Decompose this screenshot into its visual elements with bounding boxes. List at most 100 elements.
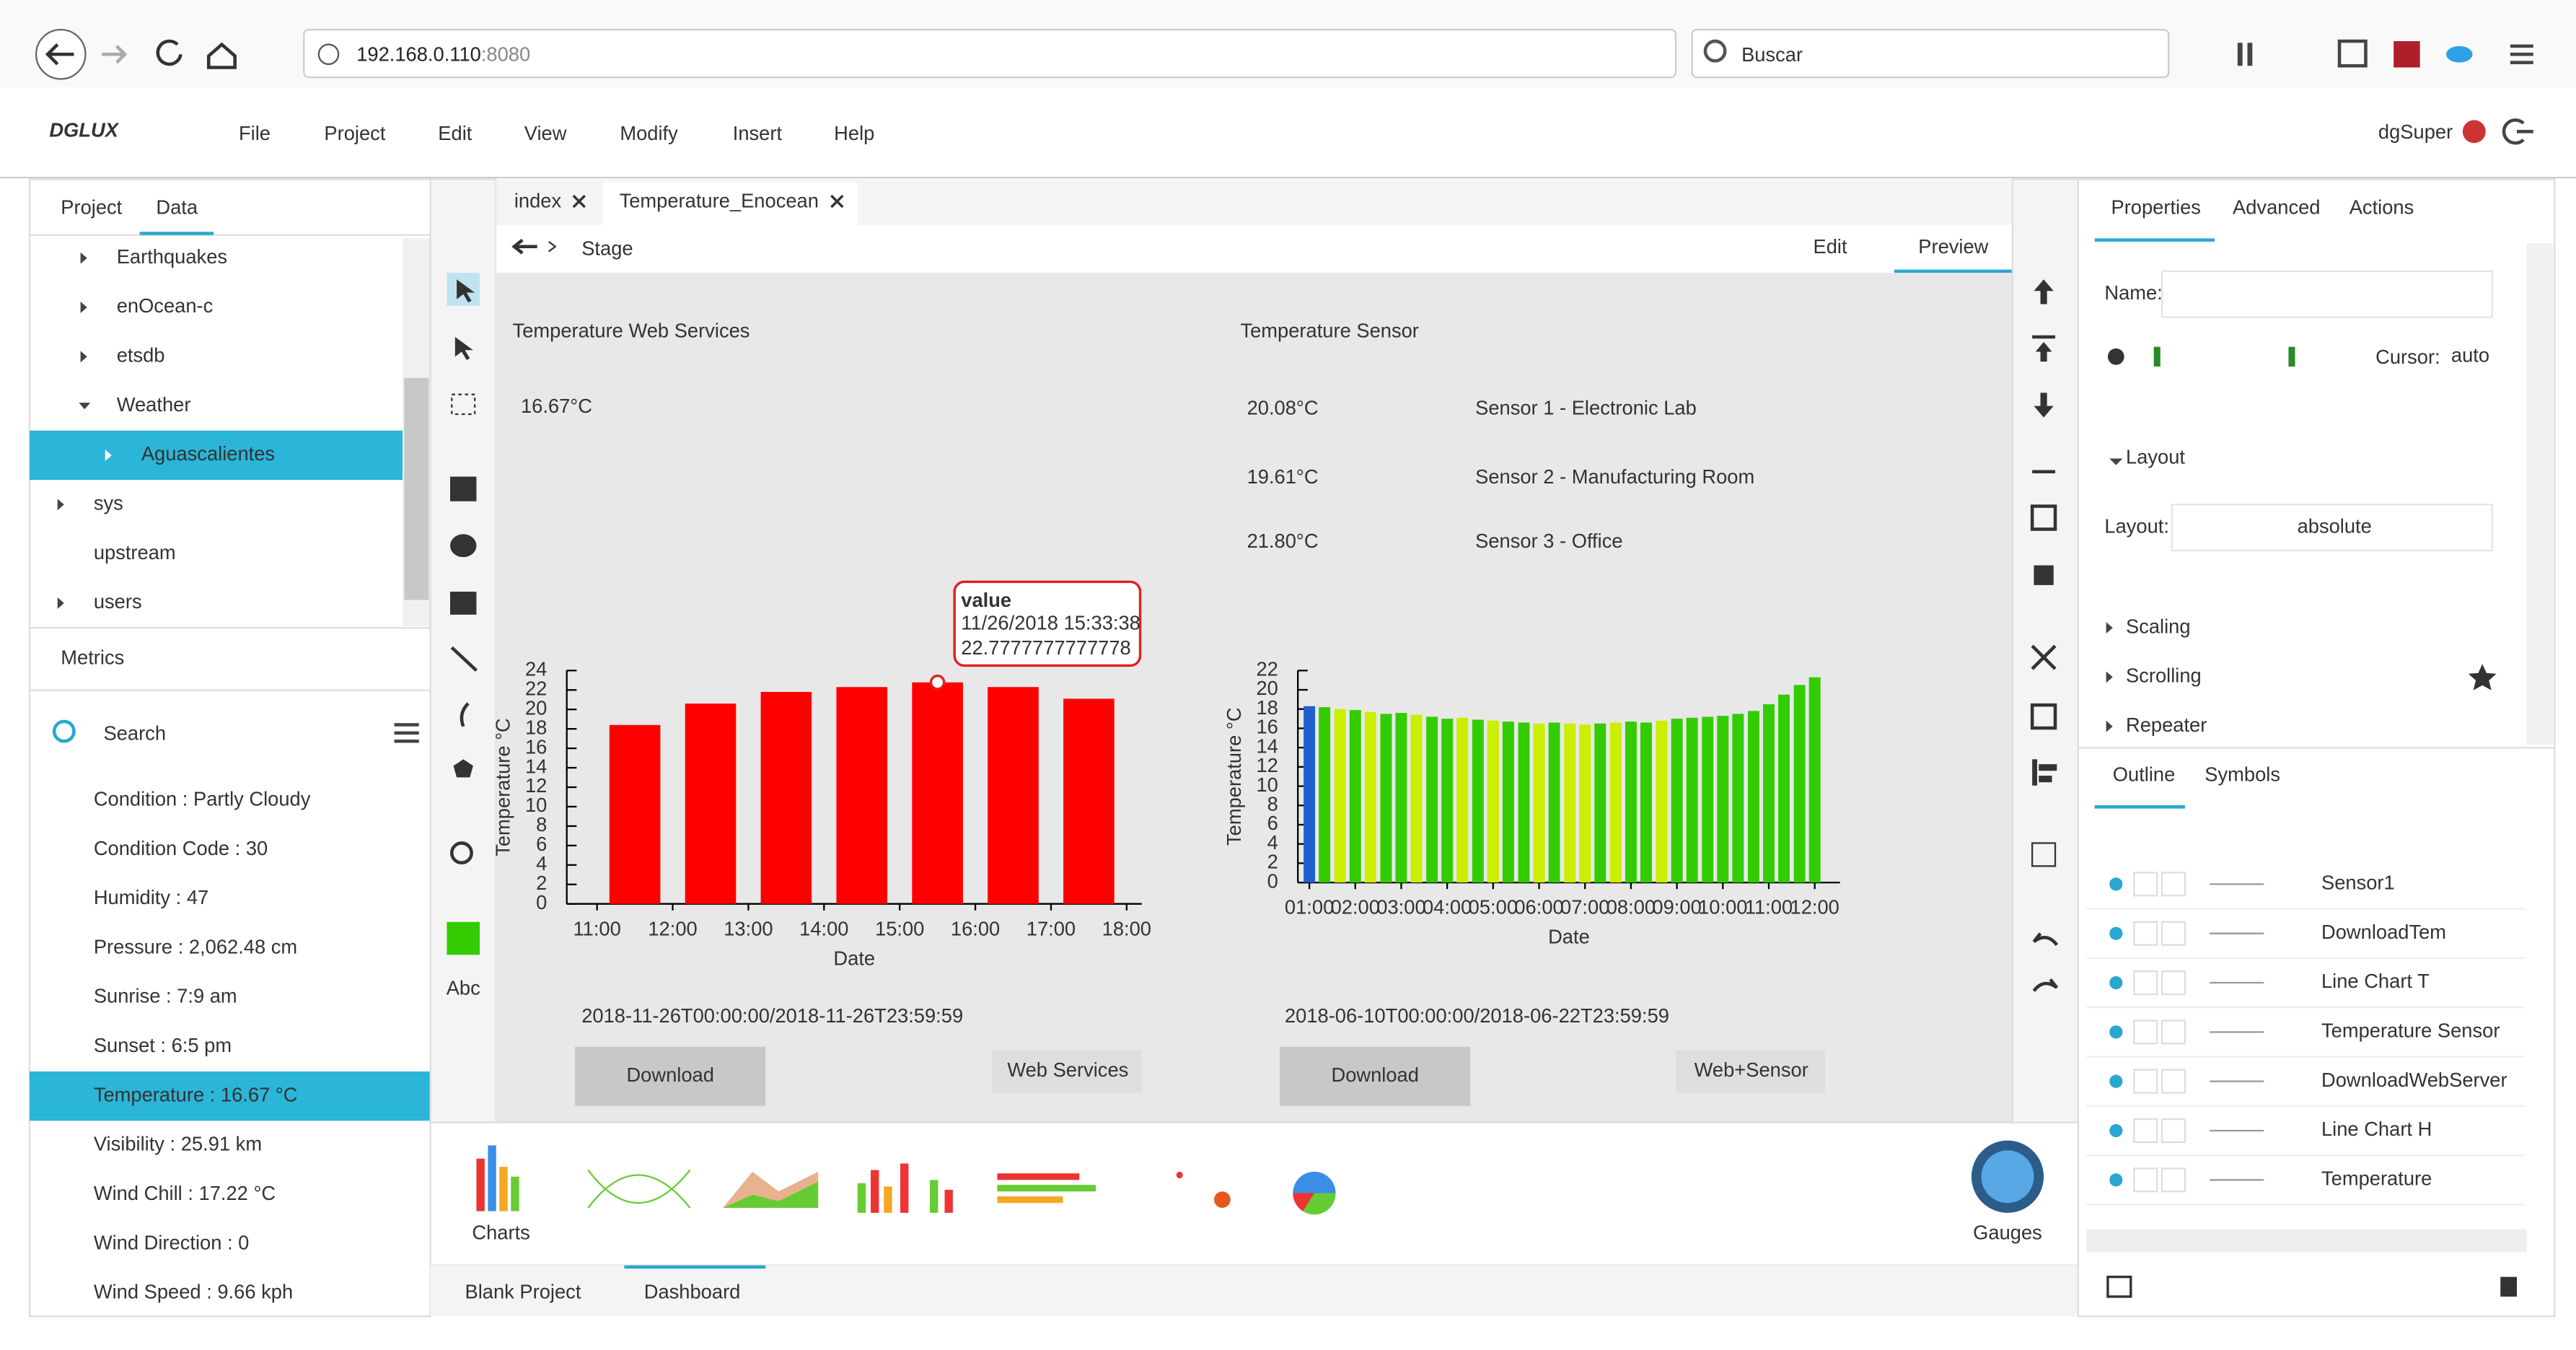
edit-box[interactable] bbox=[2160, 1118, 2186, 1144]
section-header[interactable]: Repeater bbox=[2126, 714, 2207, 736]
visibility-icon[interactable] bbox=[2109, 877, 2123, 891]
panel-tab[interactable]: Project bbox=[61, 196, 122, 219]
tree-item[interactable]: Earthquakes bbox=[117, 245, 227, 268]
editor-tab[interactable]: index bbox=[514, 189, 562, 211]
panel-tab[interactable]: Data bbox=[156, 196, 198, 219]
bottom-tab[interactable]: Blank Project bbox=[465, 1281, 581, 1303]
metric-item[interactable]: Wind Chill : 17.22 °C bbox=[94, 1182, 276, 1204]
visibility-icon[interactable] bbox=[2109, 926, 2123, 940]
edit-box[interactable] bbox=[2160, 1167, 2186, 1193]
expander[interactable] bbox=[57, 597, 64, 609]
search-box[interactable] bbox=[1691, 28, 2170, 79]
outline-tab[interactable]: Symbols bbox=[2204, 763, 2280, 785]
lock-box[interactable] bbox=[2133, 1069, 2158, 1094]
toggle[interactable] bbox=[2288, 346, 2295, 367]
tree-item[interactable]: etsdb bbox=[117, 344, 165, 367]
expander[interactable] bbox=[80, 252, 87, 264]
expander[interactable] bbox=[57, 499, 64, 511]
metric-item[interactable]: Condition : Partly Cloudy bbox=[94, 787, 311, 810]
visibility-icon[interactable] bbox=[2109, 1123, 2123, 1138]
download-button[interactable] bbox=[1280, 1046, 1471, 1106]
window-icon[interactable] bbox=[2106, 1275, 2132, 1298]
metric-item[interactable]: Condition Code : 30 bbox=[94, 837, 268, 859]
expander[interactable] bbox=[2106, 622, 2113, 634]
metric-item[interactable]: Sunrise : 7:9 am bbox=[94, 985, 237, 1007]
visibility-icon[interactable] bbox=[2109, 1074, 2123, 1088]
layout-select[interactable] bbox=[2171, 504, 2493, 552]
home-button[interactable] bbox=[206, 42, 237, 69]
menu-item[interactable]: Insert bbox=[733, 122, 783, 144]
lock-box[interactable] bbox=[2133, 872, 2158, 897]
lock-box[interactable] bbox=[2133, 1118, 2158, 1144]
menu-item[interactable]: Help bbox=[834, 122, 874, 144]
menu-item[interactable]: File bbox=[239, 122, 271, 144]
text-tool[interactable]: Abc bbox=[447, 976, 480, 999]
visibility-icon[interactable] bbox=[2107, 348, 2124, 365]
expander[interactable] bbox=[79, 403, 91, 410]
metric-item[interactable]: Wind Speed : 9.66 kph bbox=[94, 1281, 293, 1303]
trash-icon[interactable] bbox=[2500, 1276, 2518, 1297]
property-tab[interactable]: Actions bbox=[2349, 196, 2414, 219]
edit-box[interactable] bbox=[2160, 872, 2186, 897]
metric-item[interactable]: Visibility : 25.91 km bbox=[94, 1133, 262, 1155]
outline-item[interactable]: Temperature bbox=[2321, 1167, 2432, 1190]
lock-box[interactable] bbox=[2133, 1167, 2158, 1193]
tree-item[interactable]: users bbox=[94, 590, 142, 613]
nav-back[interactable] bbox=[511, 238, 537, 255]
lock-box[interactable] bbox=[2133, 970, 2158, 996]
mode-edit[interactable]: Edit bbox=[1814, 235, 1847, 258]
tree-item[interactable]: Weather bbox=[117, 393, 191, 416]
toggle[interactable] bbox=[2153, 346, 2160, 367]
metric-item[interactable]: Humidity : 47 bbox=[94, 886, 208, 908]
lock-box[interactable] bbox=[2133, 921, 2158, 946]
outline-item[interactable]: Line Chart H bbox=[2321, 1118, 2432, 1140]
property-tab[interactable]: Advanced bbox=[2233, 196, 2320, 219]
h-scrollbar[interactable] bbox=[2086, 1229, 2527, 1253]
property-tab[interactable]: Properties bbox=[2111, 196, 2200, 219]
close-icon[interactable] bbox=[830, 194, 844, 209]
address-bar[interactable] bbox=[303, 28, 1677, 79]
menu-item[interactable]: View bbox=[524, 122, 567, 144]
expander[interactable] bbox=[2106, 720, 2113, 732]
mode-preview[interactable]: Preview bbox=[1918, 235, 1988, 258]
visibility-icon[interactable] bbox=[2109, 1025, 2123, 1039]
layout-value[interactable]: absolute bbox=[2298, 514, 2372, 537]
logout-icon[interactable] bbox=[2502, 118, 2533, 145]
tree-item[interactable]: Aguascalientes bbox=[141, 442, 275, 465]
expander[interactable] bbox=[80, 302, 87, 313]
editor-tab[interactable]: Temperature_Enocean bbox=[620, 189, 819, 211]
breadcrumb[interactable]: Stage bbox=[581, 237, 633, 260]
source-button[interactable] bbox=[992, 1050, 1142, 1093]
edit-box[interactable] bbox=[2160, 921, 2186, 946]
outline-item[interactable]: Temperature Sensor bbox=[2321, 1020, 2500, 1042]
star-icon[interactable] bbox=[2468, 664, 2497, 691]
lock-box[interactable] bbox=[2133, 1020, 2158, 1045]
forward-button[interactable] bbox=[102, 45, 128, 64]
metrics-search[interactable]: Search bbox=[103, 722, 166, 744]
menu-item[interactable]: Edit bbox=[438, 122, 472, 144]
outline-item[interactable]: DownloadWebServer bbox=[2321, 1069, 2507, 1091]
edit-box[interactable] bbox=[2160, 970, 2186, 996]
outline-item[interactable]: DownloadTem bbox=[2321, 921, 2446, 943]
metrics-tab[interactable]: Metrics bbox=[61, 646, 124, 669]
outline-tab[interactable]: Outline bbox=[2113, 763, 2176, 785]
name-input[interactable] bbox=[2160, 270, 2493, 318]
visibility-icon[interactable] bbox=[2109, 1173, 2123, 1187]
visibility-icon[interactable] bbox=[2109, 976, 2123, 990]
tree-item[interactable]: upstream bbox=[94, 541, 176, 564]
reload-button[interactable] bbox=[156, 39, 183, 66]
layout-toggle[interactable] bbox=[2109, 458, 2123, 465]
metric-item[interactable]: Sunset : 6:5 pm bbox=[94, 1034, 232, 1056]
source-button[interactable] bbox=[1675, 1050, 1826, 1093]
menu-item[interactable]: Modify bbox=[620, 122, 678, 144]
edit-box[interactable] bbox=[2160, 1069, 2186, 1094]
tree-item[interactable]: sys bbox=[94, 492, 123, 514]
expander[interactable] bbox=[105, 449, 112, 461]
expander[interactable] bbox=[2106, 671, 2113, 683]
close-icon[interactable] bbox=[572, 194, 586, 209]
bottom-tab[interactable]: Dashboard bbox=[644, 1281, 741, 1303]
section-header[interactable]: Scrolling bbox=[2126, 665, 2202, 687]
tree-item[interactable]: enOcean-c bbox=[117, 294, 214, 317]
metric-item[interactable]: Pressure : 2,062.48 cm bbox=[94, 935, 297, 957]
cursor-value[interactable]: auto bbox=[2451, 344, 2489, 367]
